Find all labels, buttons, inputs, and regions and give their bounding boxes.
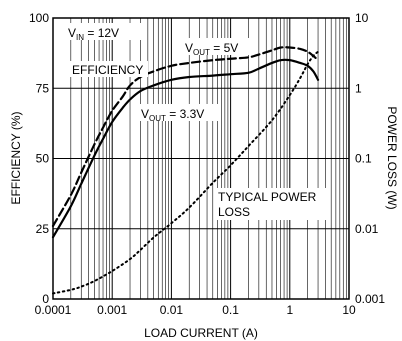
y-left-tick-label: 100 <box>29 11 49 25</box>
efficiency-label-bg <box>70 61 148 77</box>
efficiency-label: EFFICIENCY <box>72 63 143 77</box>
y-right-tick-label: 0.001 <box>355 292 385 306</box>
y-right-tick-label: 0.01 <box>355 222 379 236</box>
series-line-vout-3-3v <box>51 58 320 239</box>
y-axis-left-label: EFFICIENCY (%) <box>9 111 23 204</box>
x-axis-label: LOAD CURRENT (A) <box>144 326 258 340</box>
x-tick-label: 0.0001 <box>35 303 72 317</box>
curves <box>51 46 320 295</box>
left-tick-labels: 0 25 50 75 100 <box>29 11 49 306</box>
vin-label-bg <box>65 23 141 40</box>
plot-frame <box>52 17 350 300</box>
x-tick-label: 0.01 <box>160 303 184 317</box>
x-tick-label: 1 <box>286 303 293 317</box>
y-left-tick-label: 75 <box>36 81 50 95</box>
y-axis-right-label: POWER LOSS (W) <box>385 106 399 209</box>
right-tick-labels: 0.001 0.01 0.1 1 10 <box>355 11 385 306</box>
y-left-tick-label: 0 <box>42 292 49 306</box>
y-right-tick-label: 10 <box>355 11 369 25</box>
series-line-typical-power-loss <box>52 50 320 295</box>
series-line-vout-5v <box>51 46 320 228</box>
y-right-tick-label: 0.1 <box>355 152 372 166</box>
power-loss-label-line2: LOSS <box>218 205 250 219</box>
x-tick-label: 0.1 <box>222 303 239 317</box>
x-tick-labels: 0.0001 0.001 0.01 0.1 1 10 <box>35 303 356 317</box>
y-left-tick-label: 25 <box>36 222 50 236</box>
vout5-label-bg <box>182 38 252 55</box>
y-right-tick-label: 1 <box>355 81 362 95</box>
x-tick-label: 10 <box>342 303 356 317</box>
power-loss-label-bg <box>216 188 326 220</box>
y-left-tick-label: 50 <box>36 152 50 166</box>
vin-label: VIN = 12V <box>68 26 119 42</box>
vout33-label: VOUT = 3.3V <box>141 107 204 123</box>
power-loss-label-line1: TYPICAL POWER <box>218 190 317 204</box>
vout5-label: VOUT = 5V <box>185 41 238 57</box>
grid <box>52 17 349 300</box>
vout33-label-bg <box>138 104 220 121</box>
x-tick-label: 0.001 <box>97 303 127 317</box>
